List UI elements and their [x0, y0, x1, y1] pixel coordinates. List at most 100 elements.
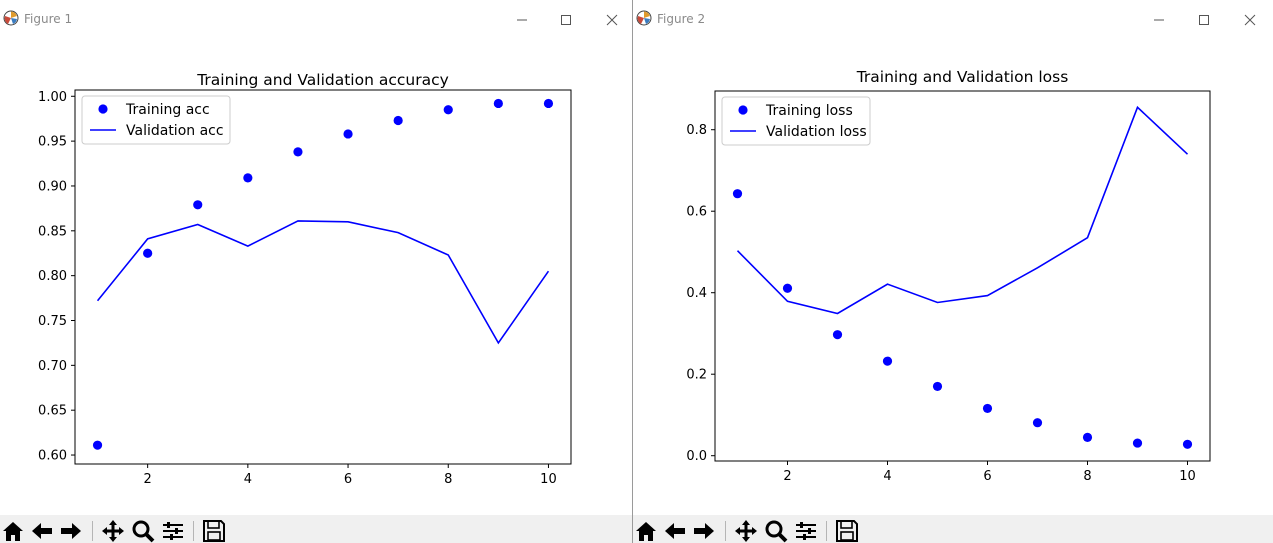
data-point-training-loss: [782, 283, 793, 293]
data-point-training-loss: [1032, 418, 1043, 428]
zoom-button[interactable]: [763, 518, 789, 543]
pan-icon: [102, 520, 124, 542]
y-tick-label: 0.95: [38, 135, 67, 150]
legend-dot-marker: [98, 104, 108, 114]
title-bar[interactable]: Figure 2: [633, 5, 1273, 35]
forward-arrow-icon: [694, 523, 714, 539]
y-tick-label: 0.75: [38, 314, 67, 329]
pan-button[interactable]: [100, 518, 126, 543]
zoom-button[interactable]: [130, 518, 156, 543]
y-tick-label: 0.8: [686, 123, 707, 138]
y-tick-label: 0.6: [686, 205, 707, 220]
legend-entry: Validation loss: [766, 124, 867, 140]
data-point-training-loss: [882, 356, 893, 366]
chart-title: Training and Validation loss: [856, 68, 1069, 86]
maximize-icon: [1199, 15, 1209, 25]
legend-entry: Validation acc: [126, 123, 224, 139]
configure-subplots-button[interactable]: [160, 518, 186, 543]
y-tick-label: 0.85: [38, 224, 67, 239]
toolbar-separator: [92, 521, 93, 541]
matplotlib-logo-icon: [3, 10, 19, 26]
data-point-training-acc: [193, 200, 203, 210]
home-button[interactable]: [0, 518, 26, 543]
back-arrow-button[interactable]: [29, 518, 55, 543]
legend-box: [81, 95, 231, 145]
back-arrow-icon: [665, 523, 685, 539]
series-line-validation-acc: [96, 220, 550, 345]
save-icon: [836, 520, 858, 542]
close-icon: [606, 14, 618, 26]
y-tick-label: 0.0: [686, 449, 707, 464]
x-tick-label: 2: [783, 469, 791, 484]
window-divider: [632, 0, 633, 543]
toolbar-separator: [193, 521, 194, 541]
x-tick-label: 8: [1083, 469, 1091, 484]
y-tick-label: 0.2: [686, 368, 707, 383]
back-arrow-icon: [32, 523, 52, 539]
navigation-toolbar: [0, 515, 632, 543]
pan-button[interactable]: [733, 518, 759, 543]
y-tick-label: 0.70: [38, 359, 67, 374]
save-button[interactable]: [834, 518, 860, 543]
maximize-button[interactable]: [1190, 8, 1218, 32]
data-point-training-acc: [493, 98, 503, 109]
configure-subplots-icon: [163, 522, 183, 540]
data-point-training-loss: [982, 403, 993, 414]
window-title: Figure 2: [657, 12, 706, 26]
minimize-icon: [517, 19, 527, 21]
configure-subplots-icon: [796, 522, 816, 540]
minimize-button[interactable]: [508, 8, 536, 32]
y-tick-label: 0.65: [38, 404, 67, 419]
axes-frame: [74, 89, 572, 465]
x-tick-label: 6: [983, 469, 991, 484]
configure-subplots-button[interactable]: [793, 518, 819, 543]
data-point-training-acc: [243, 173, 253, 183]
maximize-icon: [561, 15, 571, 25]
data-point-training-loss: [1132, 438, 1143, 448]
legend-entry: Training loss: [765, 103, 853, 119]
zoom-icon: [765, 520, 788, 543]
matplotlib-logo-icon: [636, 10, 652, 26]
zoom-icon: [132, 520, 155, 543]
x-tick-label: 4: [883, 469, 891, 484]
axes-frame: [714, 90, 1211, 462]
chart-title: Training and Validation accuracy: [196, 71, 449, 89]
x-tick-label: 10: [1179, 469, 1196, 484]
y-tick-label: 0.80: [38, 269, 67, 284]
data-point-training-acc: [92, 440, 103, 450]
y-tick-label: 0.4: [686, 286, 707, 301]
save-icon: [203, 520, 225, 542]
forward-arrow-icon: [61, 523, 81, 539]
minimize-button[interactable]: [1145, 8, 1173, 32]
data-point-training-acc: [443, 105, 453, 115]
forward-arrow-button[interactable]: [58, 518, 84, 543]
close-button[interactable]: [598, 8, 626, 32]
toolbar-separator: [725, 521, 726, 541]
save-button[interactable]: [201, 518, 227, 543]
window-title: Figure 1: [24, 12, 73, 26]
title-bar[interactable]: Figure 1: [0, 5, 632, 35]
data-point-training-acc: [543, 98, 554, 109]
minimize-icon: [1154, 19, 1164, 21]
home-icon: [636, 522, 656, 541]
y-tick-label: 0.90: [38, 179, 67, 194]
home-button[interactable]: [633, 518, 659, 543]
figure-1-window: Figure 1 Training and Validation accurac…: [0, 0, 632, 543]
figure-2-window: Figure 2 Training and Validation loss 2 4 6…: [633, 0, 1273, 543]
data-point-training-loss: [732, 189, 743, 199]
x-tick-label: 4: [244, 472, 252, 487]
accuracy-chart: Training and Validation accuracy 2 4 6 8 10 0.…: [38, 71, 572, 487]
loss-chart: Training and Validation loss 2 4 6 8 10 0.0 0.2…: [686, 68, 1211, 484]
navigation-toolbar: [633, 515, 1273, 543]
forward-arrow-button[interactable]: [691, 518, 717, 543]
maximize-button[interactable]: [552, 8, 580, 32]
x-tick-label: 6: [344, 472, 352, 487]
data-point-training-loss: [1082, 432, 1093, 442]
y-tick-label: 1.00: [38, 90, 67, 105]
close-icon: [1244, 14, 1256, 26]
y-tick-label: 0.60: [38, 449, 67, 464]
home-icon: [3, 522, 23, 541]
series-line-validation-loss: [736, 105, 1189, 315]
back-arrow-button[interactable]: [662, 518, 688, 543]
close-button[interactable]: [1236, 8, 1264, 32]
